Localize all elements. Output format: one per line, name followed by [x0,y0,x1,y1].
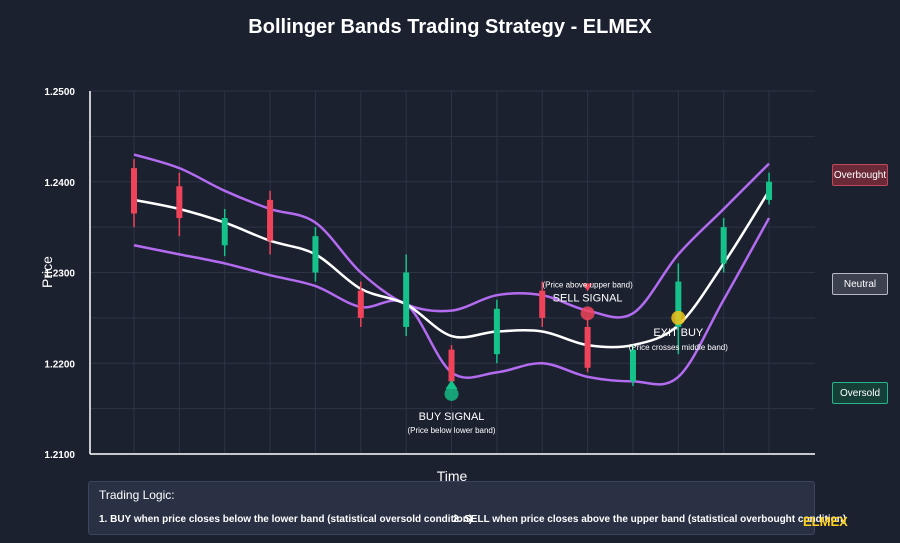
neutral-zone-badge: Neutral [832,273,888,295]
buy-signal-note: (Price below lower band) [407,426,495,435]
sell-arrow-icon [582,283,593,292]
oversold-zone-badge: Oversold [832,382,888,404]
y-tick-label: 1.2100 [44,450,75,461]
candle-body [403,272,410,327]
y-tick-label: 1.2200 [44,359,75,370]
y-tick-label: 1.2500 [44,87,75,98]
exit-buy-note: (Price crosses middle band) [629,343,728,352]
candle-body [584,326,591,368]
trading-logic-title: Trading Logic: [99,488,175,502]
candle-body [357,290,364,318]
candle-body [493,308,500,355]
buy-signal-marker [444,386,459,401]
sell-signal-note: (Price above upper band) [542,280,633,289]
exit-buy-marker [671,310,686,325]
candle-body [267,199,274,241]
upper-band-line [133,153,770,319]
candle-body [176,186,183,219]
candle-body [629,349,636,382]
buy-arrow-icon [445,379,458,389]
trading-logic-panel: Trading Logic: 1. BUY when price closes … [88,481,846,535]
sell-rule-text: 2. SELL when price closes above the uppe… [453,514,847,525]
buy-signal-label: BUY SIGNAL [419,411,485,423]
x-axis-title: Time [437,468,468,484]
sell-signal-label: SELL SIGNAL [553,292,623,304]
brand-logo: ELMEX [803,514,848,529]
candle-body [448,349,455,382]
overbought-zone-badge: Overbought [832,164,888,186]
y-axis-title: Price [39,256,55,288]
candle-body [675,281,682,327]
exit-buy-label: EXIT BUY [653,327,704,339]
candle-body [720,227,727,264]
y-tick-label: 1.2400 [44,178,75,189]
candle-body [131,168,137,214]
candle-body [221,218,228,246]
chart-title: Bollinger Bands Trading Strategy - ELMEX [248,16,652,38]
buy-rule-text: 1. BUY when price closes below the lower… [99,514,473,525]
candle-body [766,181,773,200]
candle-body [539,290,546,318]
candle-body [312,236,319,273]
y-tick-label: 1.2300 [44,269,75,280]
sell-signal-marker [580,306,595,321]
